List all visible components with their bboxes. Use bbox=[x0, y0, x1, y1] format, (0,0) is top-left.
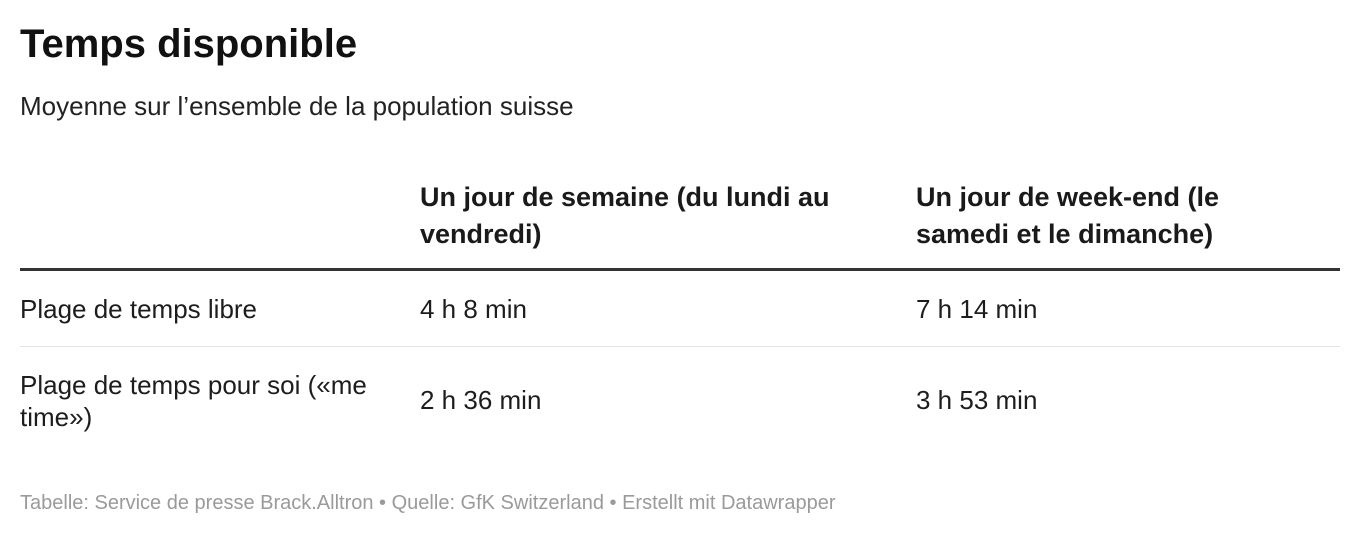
table-row: Plage de temps pour soi («me time») 2 h … bbox=[20, 347, 1340, 451]
table-row: Plage de temps libre 4 h 8 min 7 h 14 mi… bbox=[20, 271, 1340, 347]
cell-free-time-weekend: 7 h 14 min bbox=[916, 294, 1038, 324]
column-header-weekday: Un jour de semaine (du lundi au vendredi… bbox=[420, 182, 830, 249]
footer-table-credit: Tabelle: Service de presse Brack.Alltron bbox=[20, 492, 374, 514]
chart-subtitle: Moyenne sur l’ensemble de la population … bbox=[20, 91, 574, 121]
chart-footer: Tabelle: Service de presse Brack.Alltron… bbox=[20, 490, 835, 516]
cell-me-time-weekday: 2 h 36 min bbox=[420, 385, 542, 415]
table-header-row: Un jour de semaine (du lundi au vendredi… bbox=[20, 176, 1340, 271]
row-label-free-time: Plage de temps libre bbox=[20, 294, 258, 324]
column-header-weekend: Un jour de week-end (le samedi et le dim… bbox=[916, 182, 1220, 249]
chart-title: Temps disponible bbox=[20, 22, 358, 66]
cell-free-time-weekday: 4 h 8 min bbox=[420, 294, 527, 324]
row-label-me-time: Plage de temps pour soi («me time») bbox=[20, 370, 367, 432]
cell-me-time-weekend: 3 h 53 min bbox=[916, 385, 1038, 415]
footer-created-with: Erstellt mit Datawrapper bbox=[622, 492, 836, 514]
footer-source: Quelle: GfK Switzerland bbox=[391, 492, 604, 514]
data-table: Un jour de semaine (du lundi au vendredi… bbox=[20, 176, 1340, 451]
footer-separator: • bbox=[603, 492, 623, 514]
footer-separator: • bbox=[373, 492, 392, 514]
